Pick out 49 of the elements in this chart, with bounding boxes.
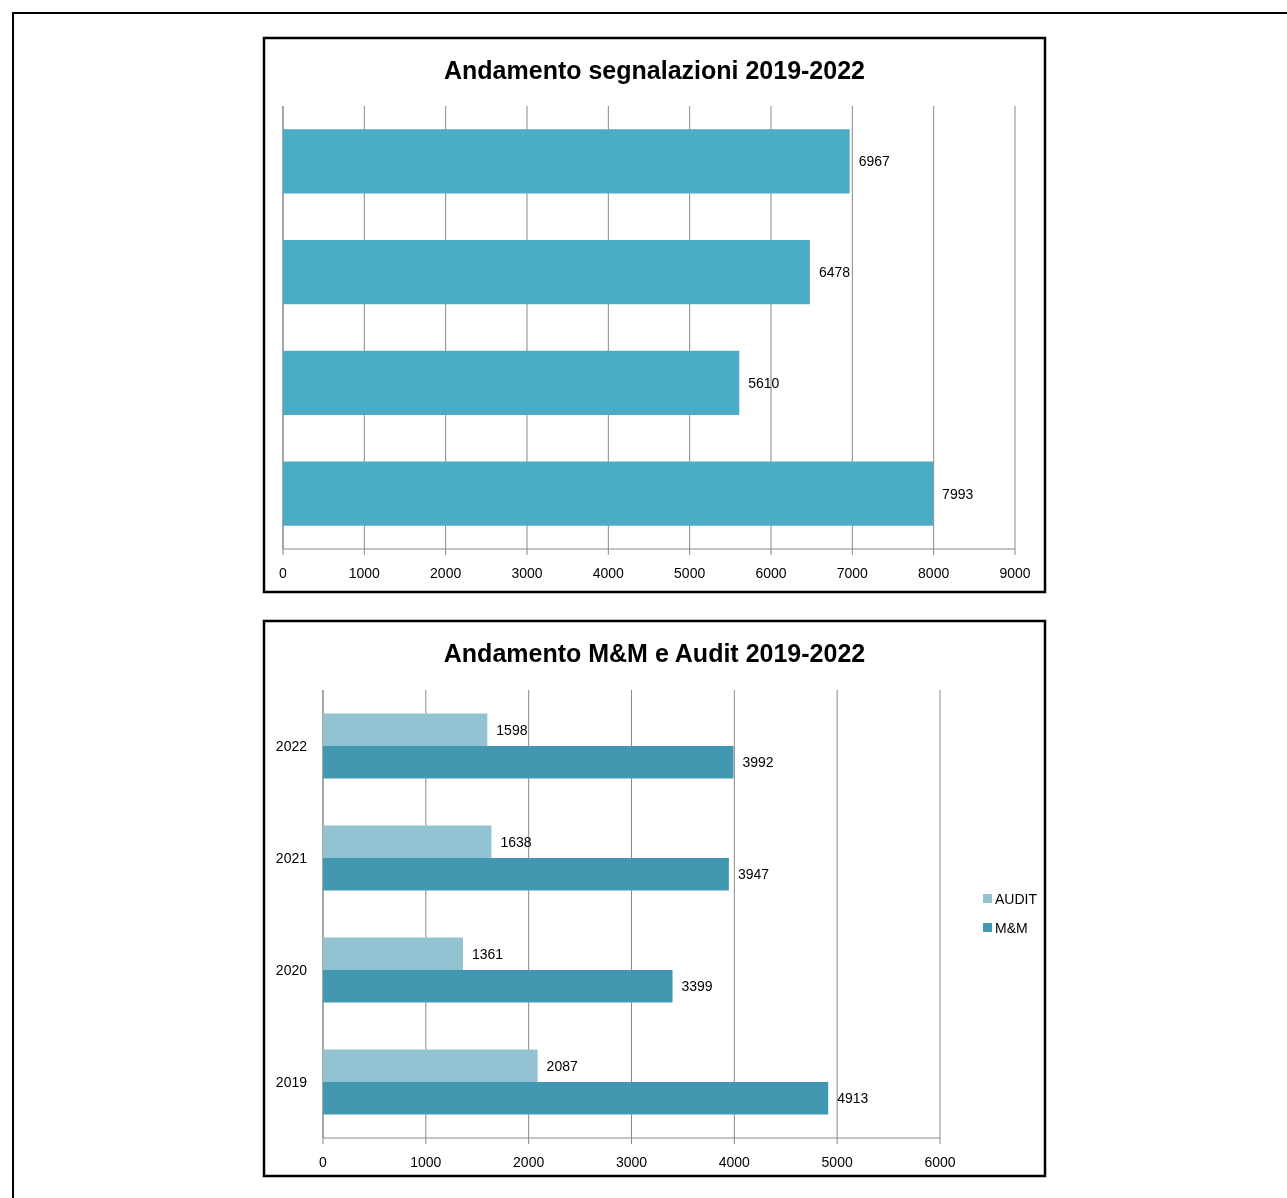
bar	[283, 461, 934, 526]
data-label: 1598	[496, 721, 528, 738]
y-tick-label: 2019	[275, 1074, 308, 1090]
bar	[283, 129, 850, 194]
x-tick-label: 1000	[410, 1154, 442, 1170]
x-tick-label: 6000	[755, 565, 787, 581]
data-label: 1361	[471, 945, 504, 962]
x-tick-label: 1000	[348, 565, 381, 581]
x-tick-label: 5000	[821, 1154, 853, 1170]
x-tick-label: 3000	[511, 565, 543, 581]
y-tick-label: 2020	[275, 962, 308, 978]
data-label: 6478	[818, 264, 851, 281]
legend-label: AUDIT	[995, 891, 1038, 907]
bar	[323, 858, 729, 891]
x-tick-label: 0	[279, 565, 288, 581]
data-label: 7993	[942, 485, 974, 502]
x-tick-label: 9000	[999, 565, 1031, 581]
x-tick-label: 4000	[592, 565, 625, 581]
x-tick-label: 4000	[718, 1154, 751, 1170]
bar	[323, 825, 492, 858]
bar	[283, 240, 810, 305]
chart-title: Andamento M&M e Audit 2019-2022	[443, 639, 866, 667]
data-label: 5610	[748, 374, 780, 391]
y-tick-label: 2022	[275, 738, 308, 754]
chart-title: Andamento segnalazioni 2019-2022	[444, 56, 865, 84]
y-tick-label: 2021	[275, 850, 308, 866]
x-tick-label: 7000	[836, 565, 869, 581]
x-tick-label: 2000	[430, 565, 462, 581]
data-label: 2087	[546, 1057, 578, 1074]
x-tick-label: 3000	[615, 1154, 648, 1170]
bar	[323, 746, 734, 779]
data-label: 3399	[681, 978, 713, 995]
data-label: 6967	[858, 153, 891, 170]
bar	[323, 1082, 829, 1115]
bar	[323, 1049, 538, 1082]
bar	[323, 970, 673, 1003]
x-tick-label: 6000	[924, 1154, 956, 1170]
x-tick-label: 8000	[918, 565, 950, 581]
data-label: 3947	[737, 866, 770, 883]
bar	[283, 350, 740, 415]
bar	[323, 937, 463, 970]
x-tick-label: 5000	[674, 565, 706, 581]
x-tick-label: 0	[319, 1154, 328, 1170]
bar	[323, 713, 488, 746]
legend-label: M&M	[995, 920, 1028, 936]
data-label: 4913	[837, 1090, 869, 1107]
x-tick-label: 2000	[513, 1154, 545, 1170]
data-label: 1638	[500, 833, 532, 850]
data-label: 3992	[742, 754, 774, 771]
